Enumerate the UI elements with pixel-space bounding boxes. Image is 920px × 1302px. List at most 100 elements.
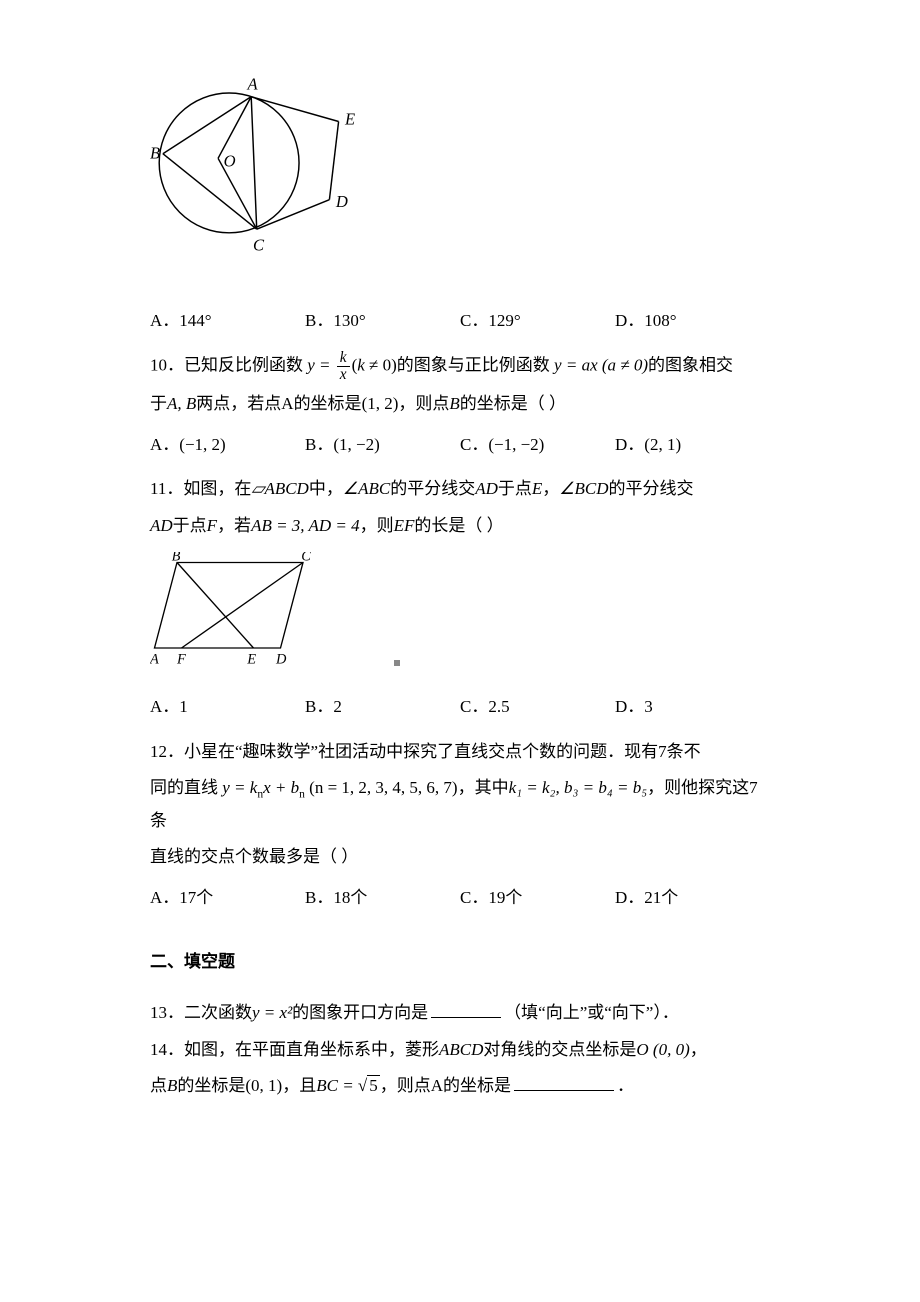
- q10-k: (k ≠ 0): [352, 356, 397, 375]
- q9-opt-b[interactable]: B．130°: [305, 306, 460, 337]
- q10-tc: 的图象相交: [648, 356, 733, 375]
- q10-Alab: A: [281, 394, 293, 413]
- q11-lab-A: A: [150, 651, 159, 667]
- q14-blank[interactable]: [514, 1072, 614, 1091]
- q14-period: ．: [617, 1076, 634, 1095]
- q11-figure: B C A F E D: [150, 552, 770, 683]
- q11-opt-a[interactable]: A．1: [150, 692, 305, 723]
- q11-lab-E: E: [246, 651, 256, 667]
- q11-l2c: ，若: [217, 516, 251, 535]
- q12-mid: x + b: [263, 778, 299, 797]
- label-D: D: [335, 192, 348, 211]
- q11-lab-B: B: [172, 552, 181, 565]
- q10-l2c: 的坐标是: [294, 394, 362, 413]
- q10-opt-a[interactable]: A．(−1, 2): [150, 430, 305, 461]
- q12: 12．小星在“趣味数学”社团活动中探究了直线交点个数的问题．现有7条不: [150, 737, 770, 768]
- q11-ta: 如图，在: [183, 479, 251, 498]
- label-B: B: [150, 143, 160, 162]
- q14-tc: ，: [690, 1040, 707, 1059]
- q14-Alab: A: [431, 1076, 443, 1095]
- q11-num: 11．: [150, 479, 183, 498]
- q13-num: 13．: [150, 1003, 184, 1022]
- q12-l2b: ，其中: [458, 778, 509, 797]
- q12-l3: 直线的交点个数最多是（ ）: [150, 847, 358, 866]
- q11-lab-F: F: [176, 651, 186, 667]
- q11-opt-b[interactable]: B．2: [305, 692, 460, 723]
- q10-num: 10．: [150, 356, 184, 375]
- q10-l2a: 于: [150, 394, 167, 413]
- q11-l2a: AD: [150, 516, 173, 535]
- q14-sqrt: 5: [367, 1075, 380, 1095]
- q11-shape: ▱ABCD: [251, 479, 308, 498]
- q9-opt-a[interactable]: A．144°: [150, 306, 305, 337]
- q11-options: A．1 B．2 C．2.5 D．3: [150, 692, 770, 723]
- q13: 13．二次函数y = x²的图象开口方向是（填“向上”或“向下”）．: [150, 998, 770, 1029]
- q12-opt-a[interactable]: A．17个: [150, 883, 305, 914]
- q11-E: E: [532, 479, 542, 498]
- q12-opt-d[interactable]: D．21个: [615, 883, 770, 914]
- q11-lab-D: D: [275, 651, 287, 667]
- q14-l2a: 点: [150, 1076, 167, 1095]
- label-O: O: [224, 152, 236, 171]
- q11-l2b: 于点: [173, 516, 207, 535]
- q11-opt-d[interactable]: D．3: [615, 692, 770, 723]
- q10-l2e: 的坐标是（ ）: [460, 394, 566, 413]
- q12-l2a: 同的直线: [150, 778, 218, 797]
- q14-O: O (0, 0): [636, 1040, 689, 1059]
- q12-options: A．17个 B．18个 C．19个 D．21个: [150, 883, 770, 914]
- q10-opt-b[interactable]: B．(1, −2): [305, 430, 460, 461]
- label-C: C: [253, 235, 265, 254]
- q11-tf: 的平分线交: [609, 479, 694, 498]
- q11-tc: 的平分线交: [390, 479, 475, 498]
- q14-l2e: 的坐标是: [443, 1076, 511, 1095]
- q10-Blab: B: [449, 394, 459, 413]
- q12-opt-b[interactable]: B．18个: [305, 883, 460, 914]
- q12-opt-c[interactable]: C．19个: [460, 883, 615, 914]
- q12-line3: 直线的交点个数最多是（ ）: [150, 842, 770, 873]
- q11-te: ，: [542, 479, 559, 498]
- q10-l2b: 两点，若点: [196, 394, 281, 413]
- q11-ang2: ∠BCD: [559, 479, 608, 498]
- q12-ta: 小星在“趣味数学”社团活动中探究了直线交点个数的问题．现有7条不: [184, 742, 701, 761]
- q10: 10．已知反比例函数 y = kx(k ≠ 0)的图象与正比例函数 y = ax…: [150, 350, 770, 383]
- q11-tb: 中，: [309, 479, 343, 498]
- q11-l2d: ，则: [360, 516, 394, 535]
- q11-F: F: [207, 516, 217, 535]
- q11: 11．如图，在▱ABCD中，∠ABC的平分线交AD于点E，∠BCD的平分线交: [150, 474, 770, 505]
- q14: 14．如图，在平面直角坐标系中，菱形ABCD对角线的交点坐标是O (0, 0)，: [150, 1035, 770, 1066]
- q11-opt-c[interactable]: C．2.5: [460, 692, 615, 723]
- section-2-header: 二、填空题: [150, 947, 770, 978]
- q10-rhs: y = ax (a ≠ 0): [554, 356, 648, 375]
- q11-ang1: ∠ABC: [343, 479, 390, 498]
- q11-EF: EF: [394, 516, 415, 535]
- q14-l2d: ，则点: [380, 1076, 431, 1095]
- q10-frac-num: k: [337, 350, 350, 367]
- q13-hint: （填“向上”或“向下”）．: [504, 1003, 679, 1022]
- q10-l2d: ，则点: [398, 394, 449, 413]
- q9-figure: A B O C D E: [150, 70, 770, 276]
- q9-options: A．144° B．130° C．129° D．108°: [150, 306, 770, 337]
- q11-lab-C: C: [301, 552, 311, 565]
- q14-num: 14．: [150, 1040, 184, 1059]
- q10-pts: A, B: [167, 394, 196, 413]
- q11-l2e: 的长是（ ）: [414, 516, 503, 535]
- q13-eqn: y = x²: [252, 1003, 292, 1022]
- q9-opt-d[interactable]: D．108°: [615, 306, 770, 337]
- q9-opt-c[interactable]: C．129°: [460, 306, 615, 337]
- q12-lhs: y = k: [222, 778, 257, 797]
- q12-line2: 同的直线 y = knx + bn (n = 1, 2, 3, 4, 5, 6,…: [150, 773, 770, 836]
- q12-s2: n: [299, 788, 305, 801]
- q10-opt-c[interactable]: C．(−1, −2): [460, 430, 615, 461]
- label-A: A: [247, 74, 259, 93]
- q10-ta: 已知反比例函数: [184, 356, 303, 375]
- q12-dom: (n = 1, 2, 3, 4, 5, 6, 7): [309, 778, 457, 797]
- q10-line2: 于A, B两点，若点A的坐标是(1, 2)，则点B的坐标是（ ）: [150, 389, 770, 420]
- q14-l2c: ，且: [282, 1076, 316, 1095]
- q14-line2: 点B的坐标是(0, 1)，且BC = √5，则点A的坐标是．: [150, 1071, 770, 1102]
- q10-opt-d[interactable]: D．(2, 1): [615, 430, 770, 461]
- q14-abcd: ABCD: [439, 1040, 483, 1059]
- q12-cond: k₁ = k₂, b₃ = b₄ = b₅: [509, 778, 648, 797]
- q14-Bc: (0, 1): [245, 1076, 282, 1095]
- q13-blank[interactable]: [431, 999, 501, 1018]
- q11-AD: AD: [475, 479, 498, 498]
